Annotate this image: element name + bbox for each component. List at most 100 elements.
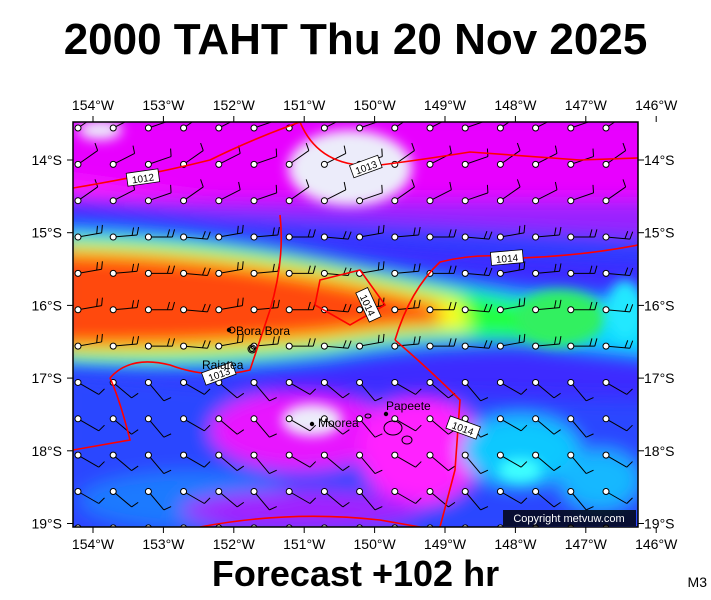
bora-bora-marker bbox=[226, 327, 232, 333]
place-raiatea: Raiatea bbox=[202, 358, 244, 372]
wind-barb bbox=[496, 333, 526, 350]
copyright-background bbox=[503, 510, 636, 526]
wind-barb bbox=[637, 271, 638, 275]
wind-barb bbox=[74, 297, 103, 314]
wind-barb bbox=[532, 227, 562, 241]
wind-barb bbox=[426, 181, 452, 205]
wind-barb bbox=[320, 488, 350, 508]
wind-barb bbox=[602, 415, 633, 432]
wind-barb bbox=[144, 229, 176, 241]
place-moorea: Moorea bbox=[318, 416, 359, 430]
bottom-lon-label: 153°W bbox=[142, 536, 185, 552]
top-lon-label: 148°W bbox=[494, 97, 537, 113]
wind-barb bbox=[356, 333, 385, 350]
wind-barb bbox=[496, 179, 521, 205]
wind-barb bbox=[532, 145, 558, 168]
wind-barb bbox=[602, 231, 634, 241]
wind-barb bbox=[567, 265, 598, 277]
bottom-lon-label: 151°W bbox=[283, 536, 326, 552]
wind-barb bbox=[567, 415, 594, 438]
wind-barb bbox=[215, 145, 241, 168]
wind-barb bbox=[250, 227, 280, 241]
wind-barb bbox=[391, 378, 422, 395]
left-lat-label: 18°S bbox=[31, 443, 62, 459]
wind-barb bbox=[532, 299, 562, 314]
wind-barb bbox=[426, 301, 457, 314]
wind-barb bbox=[496, 415, 528, 432]
wind-barb bbox=[426, 338, 457, 350]
wind-barb bbox=[250, 184, 278, 205]
wind-barb bbox=[250, 488, 277, 511]
wind-barb bbox=[602, 122, 616, 132]
wind-barb bbox=[74, 122, 88, 132]
wind-barb bbox=[391, 488, 422, 504]
wind-barb bbox=[215, 415, 245, 435]
wind-barb bbox=[496, 488, 528, 504]
top-lon-label: 153°W bbox=[142, 97, 185, 113]
wind-barb bbox=[461, 378, 489, 402]
wind-barb bbox=[637, 417, 638, 421]
wind-barb bbox=[461, 451, 489, 474]
place-labels: Bora Bora Raiatea Moorea Papeete bbox=[202, 324, 431, 430]
wind-barb bbox=[180, 451, 211, 468]
wind-barb bbox=[567, 378, 594, 402]
wind-barb bbox=[496, 451, 528, 468]
wind-barb bbox=[567, 301, 598, 314]
wind-barb bbox=[637, 490, 638, 493]
wind-barb bbox=[74, 224, 103, 241]
wind-barb bbox=[285, 265, 316, 277]
right-lat-label: 19°S bbox=[644, 516, 675, 532]
wind-barb bbox=[144, 148, 172, 168]
wind-barb bbox=[602, 142, 627, 168]
wind-barb bbox=[496, 224, 526, 241]
top-lon-label: 146°W bbox=[635, 97, 678, 113]
left-lat-label: 15°S bbox=[31, 225, 62, 241]
top-lon-label: 151°W bbox=[283, 97, 326, 113]
wind-barb bbox=[391, 451, 422, 468]
wind-barb bbox=[496, 122, 510, 132]
wind-barb bbox=[356, 451, 383, 474]
bottom-lon-label: 149°W bbox=[424, 536, 467, 552]
wind-barb bbox=[567, 488, 594, 511]
island-outline bbox=[383, 420, 403, 436]
wind-barb bbox=[602, 378, 633, 395]
left-lat-label: 19°S bbox=[31, 516, 62, 532]
isobar-1014-b bbox=[394, 244, 638, 341]
wind-barb bbox=[391, 263, 421, 277]
wind-barb bbox=[567, 122, 590, 132]
wind-barb bbox=[285, 338, 316, 350]
wind-barb bbox=[426, 488, 456, 508]
wind-barb bbox=[250, 378, 277, 402]
wind-barb bbox=[532, 415, 561, 435]
wind-barb bbox=[74, 261, 103, 277]
wind-barb bbox=[180, 488, 211, 504]
wind-barb bbox=[144, 378, 172, 402]
wind-barb bbox=[637, 199, 638, 203]
wind-barb bbox=[426, 451, 456, 471]
wind-barb bbox=[285, 301, 316, 314]
wind-barb bbox=[250, 122, 273, 132]
wind-barb bbox=[74, 378, 105, 395]
wind-barb bbox=[109, 299, 140, 314]
wind-barb bbox=[180, 179, 204, 205]
copyright-text: Copyright metvuw.com bbox=[513, 513, 624, 525]
wind-barb bbox=[602, 267, 634, 277]
wind-barb bbox=[602, 488, 633, 504]
wind-barb bbox=[180, 303, 211, 314]
wind-barb bbox=[320, 378, 350, 399]
wind-barb bbox=[532, 181, 558, 205]
right-lat-label: 14°S bbox=[644, 152, 675, 168]
wind-barb bbox=[74, 451, 105, 468]
right-lat-label: 15°S bbox=[644, 225, 675, 241]
top-lon-label: 147°W bbox=[565, 97, 608, 113]
wind-barb bbox=[602, 179, 627, 205]
wind-barb bbox=[285, 179, 310, 205]
wind-barb bbox=[180, 122, 194, 132]
wind-barb bbox=[109, 336, 140, 350]
wind-barb bbox=[356, 488, 383, 511]
wind-barb bbox=[391, 122, 405, 132]
wind-barb bbox=[356, 378, 383, 402]
wind-barb bbox=[532, 488, 561, 508]
wind-barb bbox=[215, 488, 245, 508]
wind-barb bbox=[391, 179, 415, 205]
